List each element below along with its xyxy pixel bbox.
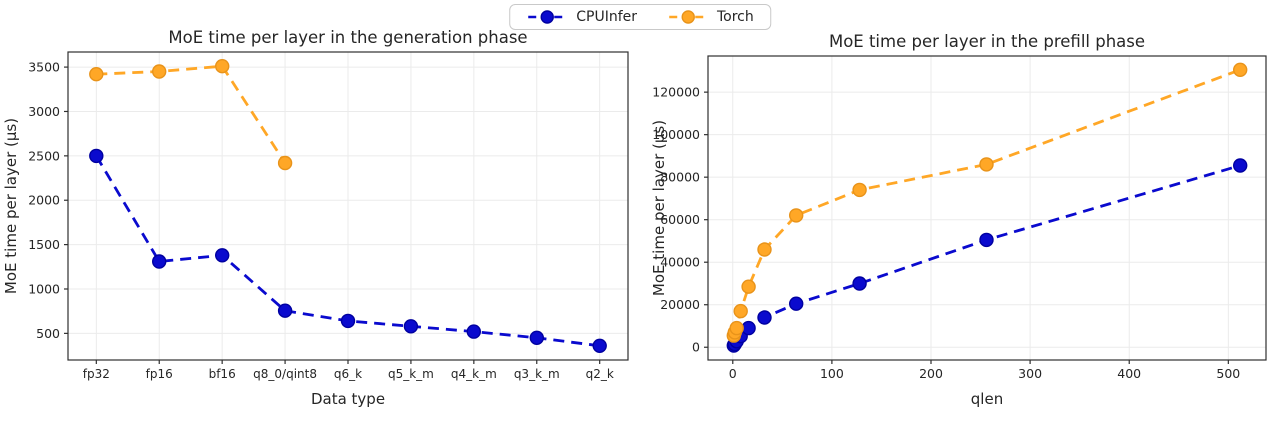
axis-ticks: 500 1000 1500 2000 2500 3000 3500 fp32 fp16 bf16 q… [28, 60, 614, 381]
svg-text:q3_k_m: q3_k_m [514, 367, 560, 381]
data-point [852, 182, 867, 198]
legend-label-torch: Torch [717, 9, 754, 25]
data-point [466, 324, 481, 339]
data-point [151, 254, 167, 269]
data-point [757, 310, 772, 325]
data-point [1233, 158, 1248, 173]
svg-text:300: 300 [1018, 366, 1042, 381]
svg-text:q8_0/qint8: q8_0/qint8 [253, 367, 317, 381]
svg-text:20000: 20000 [660, 297, 700, 312]
svg-text:400: 400 [1117, 366, 1141, 381]
legend-label-cpuinfer: CPUInfer [576, 9, 637, 25]
svg-text:3500: 3500 [28, 60, 60, 75]
svg-text:200: 200 [919, 366, 943, 381]
svg-text:fp16: fp16 [146, 367, 173, 381]
y-axis-label: MoE time per layer (µs) [650, 120, 668, 296]
prefill-phase-chart: 0 20000 40000 60000 80000 100000 120000 0 100 200… [650, 32, 1267, 408]
cpuinfer-line-swatch [528, 10, 567, 24]
svg-text:80000: 80000 [660, 170, 700, 185]
series-cpuinfer [726, 158, 1248, 353]
grid-lines [708, 56, 1266, 360]
svg-text:q4_k_m: q4_k_m [451, 367, 497, 381]
data-point [729, 320, 744, 336]
chart-title: MoE time per layer in the prefill phase [829, 32, 1145, 51]
x-axis-label: qlen [971, 390, 1003, 408]
plot-border [707, 55, 1267, 361]
series-torch [89, 59, 293, 171]
svg-text:100000: 100000 [652, 127, 700, 142]
chart-title: MoE time per layer in the generation pha… [168, 28, 527, 47]
torch-line-swatch [669, 10, 707, 24]
data-point [89, 67, 104, 82]
data-point [1233, 62, 1248, 77]
svg-text:2000: 2000 [28, 193, 60, 208]
data-point [979, 157, 994, 172]
data-point [741, 279, 756, 294]
data-point [214, 59, 230, 74]
series-cpuinfer [89, 148, 607, 353]
svg-text:120000: 120000 [652, 85, 700, 100]
data-point [529, 330, 544, 345]
legend-item-torch: Torch [667, 9, 754, 25]
data-point [277, 303, 293, 318]
data-point [757, 242, 772, 257]
data-point [592, 338, 607, 353]
data-point [277, 155, 293, 171]
data-point [979, 232, 994, 248]
svg-text:q6_k: q6_k [334, 367, 362, 381]
svg-text:40000: 40000 [660, 255, 700, 270]
svg-text:500: 500 [36, 326, 60, 341]
svg-text:bf16: bf16 [209, 367, 236, 381]
data-point [788, 296, 804, 311]
svg-text:0: 0 [692, 340, 700, 355]
svg-text:1500: 1500 [28, 237, 60, 252]
svg-text:2500: 2500 [28, 148, 60, 163]
x-axis-label: Data type [311, 390, 385, 408]
legend-item-cpuinfer: CPUInfer [526, 9, 637, 25]
svg-text:0: 0 [729, 366, 737, 381]
series-torch [726, 62, 1248, 343]
chart-legend: CPUInfer Torch [509, 4, 771, 30]
svg-text:fp32: fp32 [83, 367, 110, 381]
data-point [733, 303, 748, 319]
svg-text:60000: 60000 [660, 212, 700, 227]
data-point [852, 276, 867, 291]
data-point [340, 313, 356, 329]
svg-text:q5_k_m: q5_k_m [388, 367, 434, 381]
svg-text:500: 500 [1216, 366, 1240, 381]
svg-text:1000: 1000 [28, 281, 60, 296]
svg-text:q2_k: q2_k [586, 367, 614, 381]
generation-phase-chart: 500 1000 1500 2000 2500 3000 3500 fp32 fp16 bf16 q… [2, 28, 629, 408]
svg-text:3000: 3000 [28, 104, 60, 119]
axis-ticks: 0 20000 40000 60000 80000 100000 120000 0 100 200… [652, 85, 1240, 381]
data-point [403, 319, 419, 334]
grid-lines [68, 52, 628, 360]
data-point [151, 64, 167, 79]
y-axis-label: MoE time per layer (µs) [2, 118, 20, 294]
data-point [214, 248, 230, 263]
data-point [89, 148, 104, 164]
data-point [788, 208, 804, 223]
data-point [741, 320, 756, 336]
svg-text:100: 100 [820, 366, 844, 381]
